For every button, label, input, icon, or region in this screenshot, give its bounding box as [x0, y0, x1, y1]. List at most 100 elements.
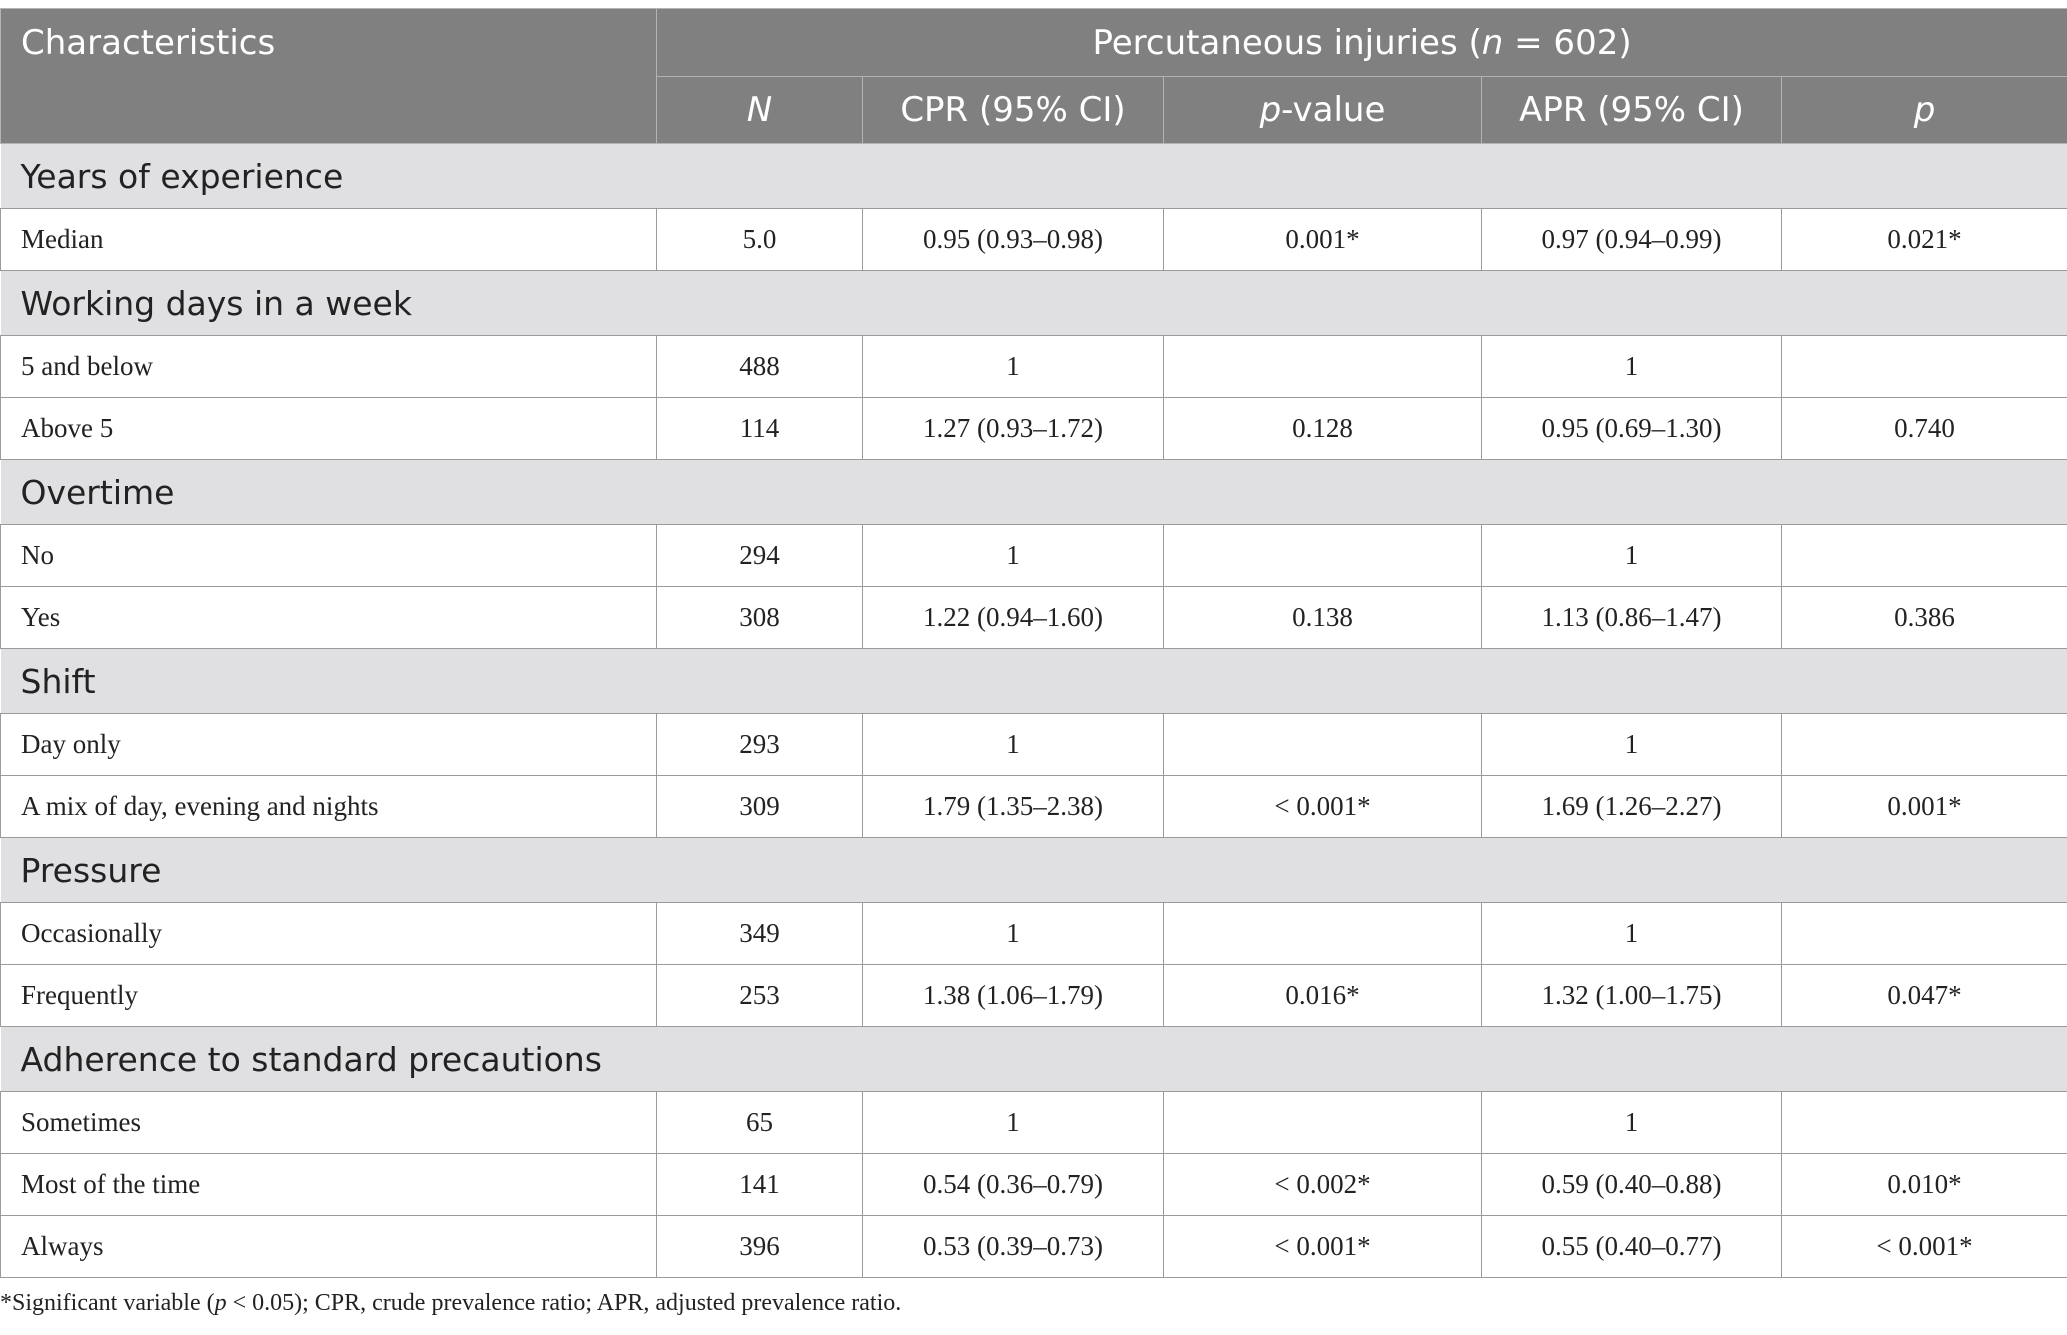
cell-cpr: 0.53 (0.39–0.73) [862, 1215, 1164, 1278]
cell-apr: 1 [1481, 524, 1782, 587]
cell-apr: 1.32 (1.00–1.75) [1481, 964, 1782, 1027]
cell-cpr: 1 [862, 713, 1164, 776]
cell-n: 5.0 [656, 208, 863, 271]
cell-n: 294 [656, 524, 863, 587]
header-p-value: p-value [1163, 76, 1482, 144]
table-row: Sometimes 65 1 1 [0, 1091, 2067, 1154]
cell-p-value [1163, 902, 1482, 965]
group-prefix: Percutaneous injuries ( [1092, 22, 1482, 63]
section-row: Adherence to standard precautions [0, 1026, 2067, 1092]
cell-n: 293 [656, 713, 863, 776]
cell-p [1780, 1091, 2067, 1154]
cell-apr: 0.97 (0.94–0.99) [1481, 208, 1782, 271]
cell-n: 65 [656, 1091, 863, 1154]
header-row-columns: N CPR (95% CI) p-value APR (95% CI) p [1, 76, 2067, 144]
header-cpr: CPR (95% CI) [862, 76, 1164, 144]
row-label: Above 5 [0, 397, 657, 460]
header-row-group: Characteristics Percutaneous injuries (n… [0, 8, 2067, 144]
header-p: p [1780, 76, 2067, 144]
row-label: Occasionally [0, 902, 657, 965]
header-percutaneous-injuries: Percutaneous injuries (n = 602) [655, 8, 2067, 77]
section-title: Shift [0, 648, 2067, 714]
row-label: Sometimes [0, 1091, 657, 1154]
cell-n: 488 [656, 335, 863, 398]
row-label: Frequently [0, 964, 657, 1027]
cell-n: 349 [656, 902, 863, 965]
cell-p-value: 0.128 [1163, 397, 1482, 460]
row-label: A mix of day, evening and nights [0, 775, 657, 838]
cell-n: 253 [656, 964, 863, 1027]
cell-n: 308 [656, 586, 863, 649]
cell-cpr: 1 [862, 902, 1164, 965]
cell-p: 0.001* [1780, 775, 2067, 838]
cell-apr: 1.13 (0.86–1.47) [1481, 586, 1782, 649]
cell-p: 0.021* [1780, 208, 2067, 271]
table-row: Always 396 0.53 (0.39–0.73) < 0.001* 0.5… [0, 1215, 2067, 1278]
cell-p [1780, 335, 2067, 398]
cell-apr: 1 [1481, 902, 1782, 965]
cell-cpr: 0.95 (0.93–0.98) [862, 208, 1164, 271]
cell-cpr: 1 [862, 1091, 1164, 1154]
section-title: Adherence to standard precautions [0, 1026, 2067, 1092]
cell-p: 0.010* [1780, 1153, 2067, 1216]
cell-cpr: 1.22 (0.94–1.60) [862, 586, 1164, 649]
cell-apr: 0.55 (0.40–0.77) [1481, 1215, 1782, 1278]
cell-apr: 0.95 (0.69–1.30) [1481, 397, 1782, 460]
row-label: Yes [0, 586, 657, 649]
percutaneous-injuries-table: Characteristics Percutaneous injuries (n… [0, 8, 2067, 1278]
cell-cpr: 1.38 (1.06–1.79) [862, 964, 1164, 1027]
header-p-value-p: p [1259, 90, 1282, 130]
cell-n: 114 [656, 397, 863, 460]
cell-cpr: 1 [862, 335, 1164, 398]
cell-cpr: 1.79 (1.35–2.38) [862, 775, 1164, 838]
cell-n: 396 [656, 1215, 863, 1278]
cell-n: 141 [656, 1153, 863, 1216]
cell-p [1780, 713, 2067, 776]
cell-p: 0.386 [1780, 586, 2067, 649]
cell-p-value [1163, 713, 1482, 776]
header-n: N [656, 76, 863, 144]
cell-apr: 1 [1481, 335, 1782, 398]
cell-p-value: < 0.002* [1163, 1153, 1482, 1216]
section-row: Years of experience [0, 143, 2067, 209]
section-title: Overtime [0, 459, 2067, 525]
table-row: No 294 1 1 [0, 524, 2067, 587]
cell-p: 0.740 [1780, 397, 2067, 460]
section-row: Working days in a week [0, 270, 2067, 336]
row-label: Always [0, 1215, 657, 1278]
results-table-container: Characteristics Percutaneous injuries (n… [0, 8, 2067, 1278]
cell-p-value: < 0.001* [1163, 775, 1482, 838]
footnote-after: < 0.05); CPR, crude prevalence ratio; AP… [226, 1290, 902, 1316]
group-suffix: = 602) [1503, 22, 1632, 63]
section-row: Shift [0, 648, 2067, 714]
cell-p: 0.047* [1780, 964, 2067, 1027]
table-row: Above 5 114 1.27 (0.93–1.72) 0.128 0.95 … [0, 397, 2067, 460]
section-title: Pressure [0, 837, 2067, 903]
cell-p-value [1163, 524, 1482, 587]
table-row: Frequently 253 1.38 (1.06–1.79) 0.016* 1… [0, 964, 2067, 1027]
cell-apr: 1 [1481, 713, 1782, 776]
table-row: Yes 308 1.22 (0.94–1.60) 0.138 1.13 (0.8… [0, 586, 2067, 649]
row-label: Median [0, 208, 657, 271]
cell-p-value [1163, 335, 1482, 398]
section-title: Years of experience [0, 143, 2067, 209]
cell-p: < 0.001* [1780, 1215, 2067, 1278]
cell-apr: 0.59 (0.40–0.88) [1481, 1153, 1782, 1216]
cell-p-value [1163, 1091, 1482, 1154]
cell-cpr: 0.54 (0.36–0.79) [862, 1153, 1164, 1216]
footnote-before: *Significant variable ( [0, 1290, 215, 1316]
header-characteristics: Characteristics [0, 8, 657, 144]
cell-p-value: 0.001* [1163, 208, 1482, 271]
cell-p-value: 0.138 [1163, 586, 1482, 649]
section-row: Overtime [0, 459, 2067, 525]
cell-n: 309 [656, 775, 863, 838]
row-label: Day only [0, 713, 657, 776]
cell-cpr: 1.27 (0.93–1.72) [862, 397, 1164, 460]
table-row: Most of the time 141 0.54 (0.36–0.79) < … [0, 1153, 2067, 1216]
section-title: Working days in a week [0, 270, 2067, 336]
table-row: Occasionally 349 1 1 [0, 902, 2067, 965]
row-label: Most of the time [0, 1153, 657, 1216]
section-row: Pressure [0, 837, 2067, 903]
footnote-p: p [214, 1290, 227, 1316]
cell-p-value: < 0.001* [1163, 1215, 1482, 1278]
